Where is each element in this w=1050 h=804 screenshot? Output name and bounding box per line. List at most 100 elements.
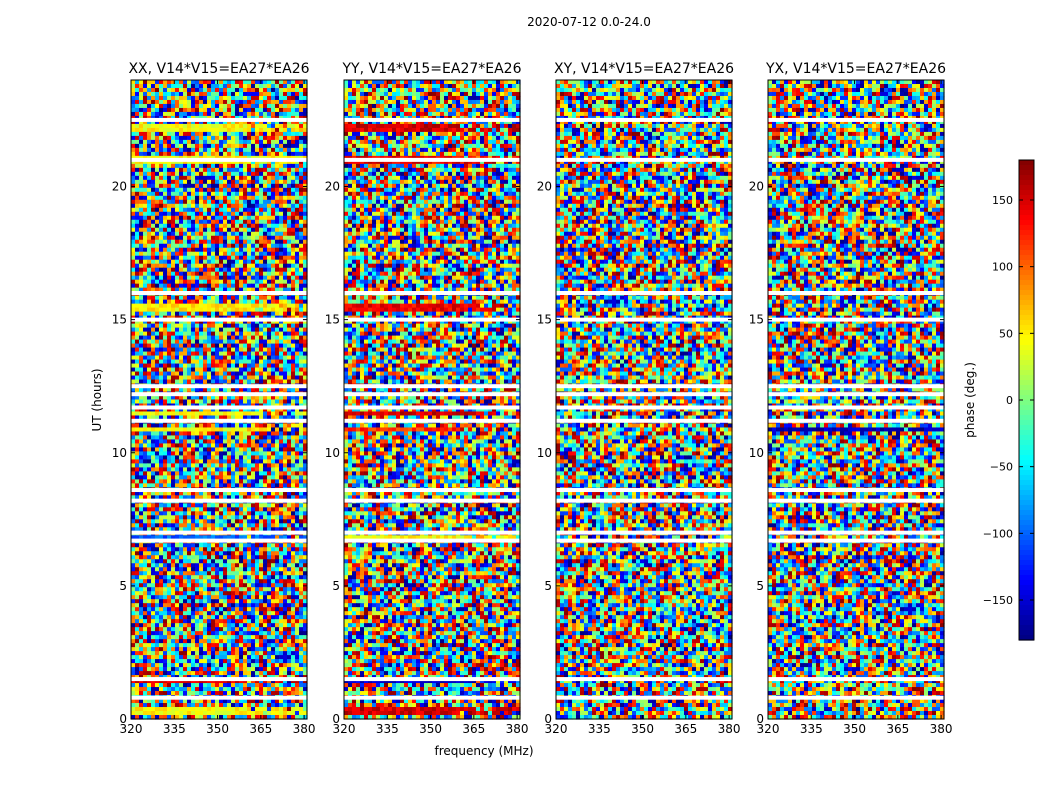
heatmap-cell — [135, 188, 140, 193]
heatmap-cell — [211, 376, 216, 381]
heatmap-cell — [183, 100, 188, 105]
heatmap-cell — [179, 248, 184, 253]
heatmap-cell — [207, 268, 212, 273]
heatmap-cell — [207, 184, 212, 189]
heatmap-cell — [219, 455, 224, 460]
heatmap-cell — [167, 80, 172, 85]
heatmap-cell — [259, 100, 264, 105]
heatmap-cell — [211, 252, 216, 257]
heatmap-cell — [279, 248, 284, 253]
heatmap-cell — [231, 80, 236, 85]
heatmap-cell — [199, 280, 204, 285]
heatmap-cell — [179, 124, 184, 129]
heatmap-cell — [187, 240, 192, 245]
heatmap-cell — [179, 216, 184, 221]
heatmap-cell — [207, 100, 212, 105]
heatmap-cell — [263, 372, 268, 377]
heatmap-cell — [263, 260, 268, 265]
heatmap-cell — [299, 108, 304, 113]
heatmap-cell — [223, 467, 228, 472]
heatmap-cell — [219, 483, 224, 488]
heatmap-cell — [279, 240, 284, 245]
heatmap-cell — [287, 483, 292, 488]
heatmap-cell — [143, 344, 148, 349]
heatmap-cell — [139, 244, 144, 249]
heatmap-cell — [139, 455, 144, 460]
heatmap-cell — [167, 236, 172, 241]
heatmap-cell — [187, 376, 192, 381]
heatmap-cell — [207, 124, 212, 129]
panels: XX, V14*V15=EA27*EA26320 335 350 365 3800510… — [112, 61, 953, 736]
heatmap-cell — [163, 356, 168, 361]
heatmap-cell — [251, 220, 256, 225]
heatmap-cell — [227, 324, 232, 329]
heatmap-cell — [219, 388, 224, 393]
heatmap-cell — [291, 459, 296, 464]
heatmap-cell — [191, 112, 196, 117]
heatmap-cell — [275, 388, 280, 393]
heatmap-cell — [135, 164, 140, 169]
heatmap-cell — [195, 400, 200, 405]
heatmap-cell — [211, 467, 216, 472]
heatmap-cell — [275, 304, 280, 309]
heatmap-cell — [299, 92, 304, 97]
heatmap-cell — [239, 264, 244, 269]
heatmap-cell — [203, 200, 208, 205]
heatmap-cell — [187, 511, 192, 516]
heatmap-cell — [195, 272, 200, 277]
heatmap-cell — [219, 459, 224, 464]
heatmap-cell — [135, 360, 140, 365]
heatmap-cell — [251, 451, 256, 456]
heatmap-cell — [239, 364, 244, 369]
heatmap-cell — [195, 244, 200, 249]
heatmap-cell — [263, 240, 268, 245]
heatmap-cell — [155, 212, 160, 217]
heatmap-cell — [235, 284, 240, 289]
heatmap-cell — [139, 272, 144, 277]
heatmap-cell — [259, 352, 264, 357]
heatmap-cell — [291, 196, 296, 201]
heatmap-cell — [239, 431, 244, 436]
heatmap-cell — [135, 439, 140, 444]
heatmap-cell — [131, 308, 136, 313]
heatmap-cell — [215, 236, 220, 241]
heatmap-cell — [207, 463, 212, 468]
heatmap-cell — [199, 431, 204, 436]
heatmap-cell — [267, 388, 272, 393]
heatmap-cell — [131, 232, 136, 237]
heatmap-cell — [283, 507, 288, 512]
heatmap-cell — [147, 344, 152, 349]
heatmap-cell — [167, 344, 172, 349]
heatmap-cell — [191, 284, 196, 289]
heatmap-cell — [171, 352, 176, 357]
heatmap-cell — [211, 296, 216, 301]
heatmap-cell — [227, 204, 232, 209]
heatmap-cell — [219, 212, 224, 217]
heatmap-cell — [159, 360, 164, 365]
heatmap-cell — [175, 348, 180, 353]
heatmap-cell — [287, 96, 292, 101]
heatmap-cell — [255, 475, 260, 480]
heatmap-cell — [283, 340, 288, 345]
heatmap-cell — [227, 184, 232, 189]
heatmap-cell — [163, 479, 168, 484]
heatmap-cell — [175, 503, 180, 508]
heatmap-cell — [247, 364, 252, 369]
heatmap-cell — [235, 144, 240, 149]
heatmap-cell — [195, 340, 200, 345]
heatmap-cell — [191, 447, 196, 452]
heatmap-cell — [131, 192, 136, 197]
heatmap-cell — [267, 128, 272, 133]
heatmap-cell — [179, 376, 184, 381]
heatmap-cell — [279, 228, 284, 233]
heatmap-cell — [139, 108, 144, 113]
heatmap-cell — [135, 483, 140, 488]
heatmap-cell — [267, 132, 272, 137]
heatmap-cell — [299, 84, 304, 89]
heatmap-cell — [211, 360, 216, 365]
heatmap-cell — [195, 164, 200, 169]
heatmap-cell — [275, 443, 280, 448]
heatmap-cell — [299, 252, 304, 257]
heatmap-cell — [183, 352, 188, 357]
heatmap-cell — [207, 324, 212, 329]
